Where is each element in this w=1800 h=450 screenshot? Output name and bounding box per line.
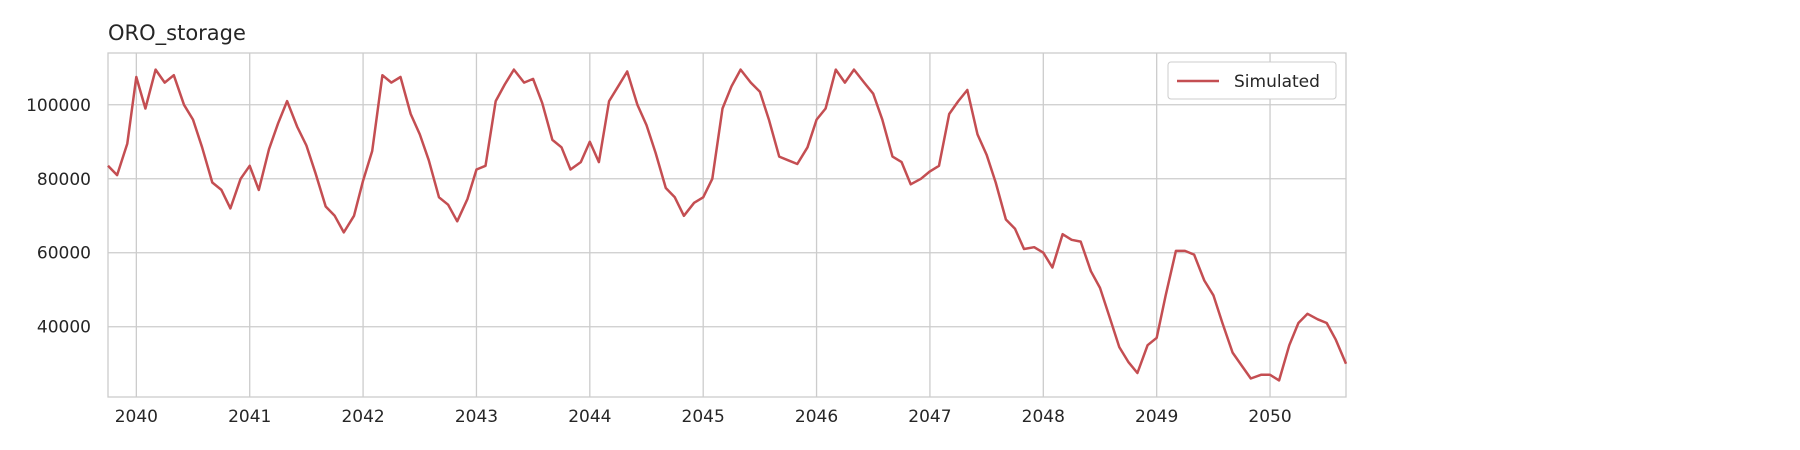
x-tick-label: 2046 bbox=[795, 407, 838, 427]
chart-title: ORO_storage bbox=[108, 21, 246, 46]
x-tick-label: 2043 bbox=[455, 407, 498, 427]
legend: Simulated bbox=[1167, 61, 1337, 100]
grid-lines bbox=[108, 53, 1346, 397]
x-tick-label: 2049 bbox=[1135, 407, 1178, 427]
x-tick-label: 2047 bbox=[908, 407, 951, 427]
x-tick-label: 2045 bbox=[682, 407, 725, 427]
x-tick-label: 2042 bbox=[341, 407, 384, 427]
series-line-simulated bbox=[107, 68, 1348, 382]
plot-background bbox=[108, 53, 1346, 397]
plot-frame bbox=[107, 52, 1347, 398]
series-lines bbox=[107, 68, 1348, 382]
x-tick-label: 2048 bbox=[1022, 407, 1065, 427]
legend-box bbox=[1167, 61, 1337, 100]
y-tick-label: 100000 bbox=[26, 96, 91, 116]
x-tick-label: 2041 bbox=[228, 407, 271, 427]
x-tick-label: 2044 bbox=[568, 407, 611, 427]
x-tick-label: 2050 bbox=[1248, 407, 1291, 427]
y-tick-label: 60000 bbox=[37, 244, 91, 264]
x-tick-label: 2040 bbox=[115, 407, 158, 427]
y-tick-label: 80000 bbox=[37, 170, 91, 190]
x-tick-labels: 2040 2041 2042 2043 2044 2045 2046 2047 2048 2049… bbox=[115, 407, 1292, 427]
y-tick-label: 40000 bbox=[37, 318, 91, 338]
y-tick-labels: 40000 60000 80000 100000 bbox=[26, 96, 91, 338]
legend-label-simulated: Simulated bbox=[1234, 72, 1320, 92]
